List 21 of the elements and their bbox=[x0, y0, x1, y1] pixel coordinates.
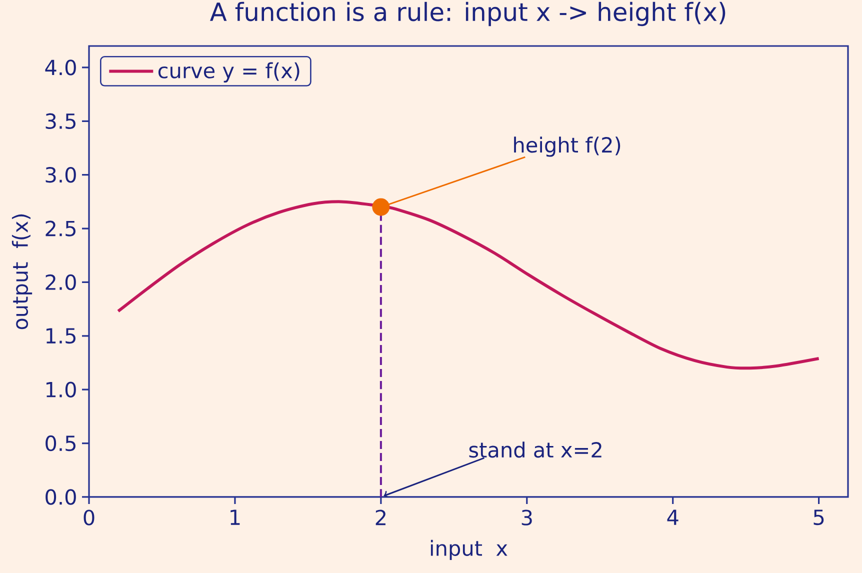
y-tick-label: 0.0 bbox=[46, 489, 76, 505]
y-tick-label: 2.0 bbox=[46, 274, 76, 290]
chart-title: A function is a rule: input x -> height f(x) bbox=[210, 2, 726, 26]
y-tick-label: 2.5 bbox=[46, 220, 76, 236]
x-tick-label: 0 bbox=[84, 510, 94, 526]
annotation: stand at x=2 bbox=[469, 442, 602, 458]
x-tick-label: 1 bbox=[230, 510, 240, 525]
annotation: height f(2) bbox=[514, 136, 620, 157]
y-tick-label: 4.0 bbox=[45, 60, 76, 76]
x-tick-label: 5 bbox=[814, 510, 824, 526]
x-tick-label: 4 bbox=[667, 510, 678, 525]
legend-label: curve y = f(x) bbox=[158, 62, 300, 82]
x-tick-label: 3 bbox=[522, 510, 532, 526]
y-axis-title: output f(x) bbox=[12, 214, 32, 330]
y-tick-label: 1.0 bbox=[46, 382, 76, 398]
y-tick-label: 1.5 bbox=[46, 328, 76, 344]
y-tick-label: 0.5 bbox=[46, 435, 76, 452]
x-tick-label: 2 bbox=[376, 510, 386, 526]
y-tick-label: 3.0 bbox=[46, 166, 76, 183]
x-axis-title: input x bbox=[430, 540, 508, 560]
y-tick-label: 3.5 bbox=[46, 113, 76, 130]
